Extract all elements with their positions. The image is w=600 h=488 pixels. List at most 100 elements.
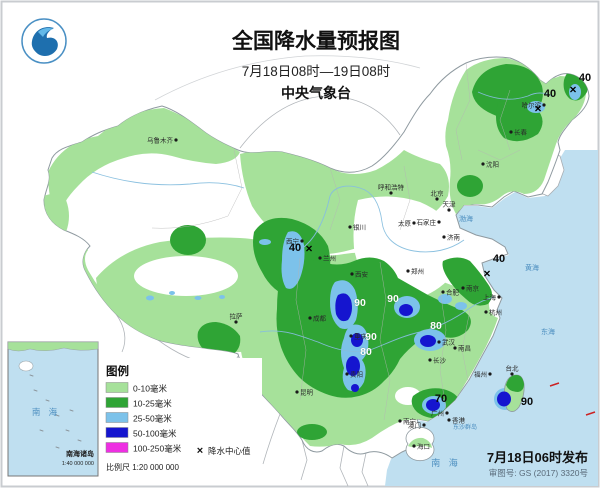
city-label: 银川	[353, 223, 366, 232]
city-label: 呼和浩特	[378, 183, 405, 192]
inset-hainan	[18, 360, 34, 372]
sea-area	[385, 150, 600, 486]
myanmar-border	[262, 413, 281, 465]
city-label: 杭州	[489, 308, 502, 317]
city-dot	[441, 290, 445, 294]
city-label: 北京	[431, 189, 445, 198]
province-borders	[151, 62, 521, 421]
city-dot	[389, 191, 393, 195]
city-dot	[453, 346, 457, 350]
city-label: 贵阳	[350, 370, 363, 379]
city-label: 上海	[483, 293, 497, 302]
city-label: 重庆	[354, 332, 368, 341]
tarim-river	[91, 171, 245, 189]
city-label: 长春	[514, 128, 528, 137]
city-label: 石家庄	[417, 218, 437, 227]
inset-coast	[7, 341, 99, 352]
legend-item-label: 50-100毫米	[133, 429, 177, 439]
inset-scale: 1:40 000 000	[62, 461, 94, 467]
city-dot	[318, 256, 322, 260]
city-label: 兰州	[323, 254, 336, 263]
precip-center-value: 80	[360, 346, 372, 358]
sea-label: 东沙群岛	[453, 423, 477, 431]
legend-item-label: 10-25毫米	[133, 399, 172, 409]
precip-center-value: 70	[435, 393, 447, 405]
legend-swatch	[105, 427, 129, 438]
city-label: 南昌	[458, 344, 471, 353]
city-label: 哈尔滨	[522, 101, 542, 110]
legend-swatch	[105, 442, 129, 453]
city-dot	[345, 372, 349, 376]
city-dot	[481, 162, 485, 166]
city-label: 西安	[355, 270, 369, 279]
island-claim-marks	[549, 382, 596, 416]
agency-name: 中央气象台	[281, 85, 351, 101]
city-label: 拉萨	[230, 312, 244, 321]
mongolia-border	[239, 95, 401, 149]
city-dot	[510, 372, 514, 376]
city-label: 太原	[398, 219, 412, 228]
precip-center-value: 40	[579, 72, 591, 84]
city-label: 天津	[443, 201, 457, 209]
city-dot	[461, 286, 465, 290]
city-dot	[406, 269, 410, 273]
city-dot	[234, 320, 238, 324]
legend: 图例 0-10毫米 10-25毫米 25-50毫米 50-100毫米 100-250毫米…	[100, 358, 262, 478]
precip-center-value: 90	[387, 293, 399, 305]
city-dot	[348, 225, 352, 229]
precip-center-x-icon: ×	[569, 83, 576, 97]
valid-time-range: 7月18日08时—19日08时	[242, 64, 391, 79]
rain-50-100-regions	[335, 293, 440, 411]
yellow-river	[299, 185, 465, 253]
precip-center-value: 40	[289, 242, 301, 254]
city-dot	[445, 411, 449, 415]
page-title: 全国降水量预报图	[231, 29, 400, 53]
sea-label: 黄海	[525, 263, 539, 272]
songhua-river	[477, 91, 553, 100]
precip-center-x-icon: ×	[305, 242, 312, 256]
city-dot	[174, 138, 178, 142]
precip-center-value: 40	[544, 88, 556, 100]
precip-center-x-icon: ×	[534, 102, 541, 116]
sea-label: 南 海	[431, 457, 461, 468]
city-dot	[428, 358, 432, 362]
legend-swatch	[105, 412, 129, 423]
legend-center-marker-label: 降水中心值	[208, 446, 251, 456]
center-marker-x-icon: ×	[197, 445, 203, 457]
city-dot	[308, 316, 312, 320]
city-label: 南宁	[403, 417, 417, 426]
city-dot	[412, 221, 416, 225]
sea-layer	[385, 150, 600, 486]
legend-swatch	[105, 397, 129, 408]
city-dot	[542, 103, 546, 107]
city-dot	[497, 295, 501, 299]
city-dot	[412, 444, 416, 448]
city-label: 郑州	[411, 268, 424, 276]
india-border	[115, 313, 126, 353]
city-dot	[488, 372, 492, 376]
city-label: 澳门	[408, 421, 421, 430]
city-dot	[295, 390, 299, 394]
legend-swatch	[105, 382, 129, 393]
precipitation-layer	[44, 58, 588, 447]
precip-center-value: 80	[430, 320, 442, 332]
city-dot	[300, 239, 304, 243]
city-label: 南京	[466, 284, 480, 293]
precip-center-x-icon: ×	[483, 267, 490, 281]
rivers	[91, 91, 553, 353]
legend-items: 0-10毫米 10-25毫米 25-50毫米 50-100毫米 100-250毫米	[105, 382, 182, 454]
city-dot	[422, 423, 426, 427]
city-dot	[447, 208, 451, 212]
city-label: 济南	[447, 233, 461, 242]
publish-time: 7月18日06时发布	[487, 450, 588, 465]
indochina-border-2	[361, 452, 369, 487]
city-dot	[437, 340, 441, 344]
city-label: 长沙	[433, 356, 447, 365]
indochina-border-1	[339, 445, 349, 487]
precip-center-value: 40	[493, 253, 505, 265]
laos-border	[300, 439, 308, 481]
city-label: 昆明	[300, 389, 314, 397]
